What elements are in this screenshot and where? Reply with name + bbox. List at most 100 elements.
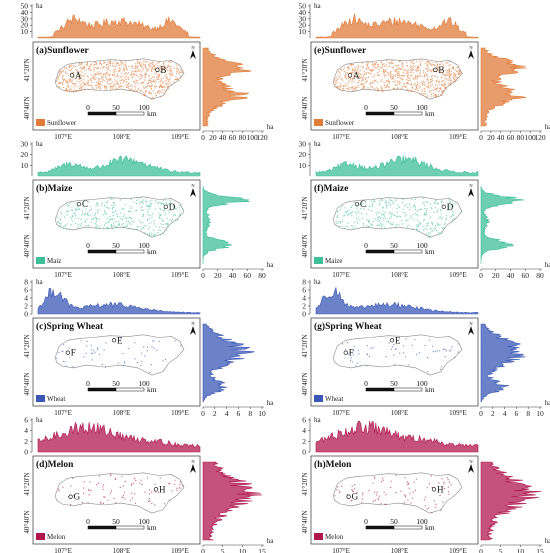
- side-profile-area: [480, 461, 542, 541]
- sample-point-label: F: [71, 348, 76, 358]
- scale-bar-unit: km: [425, 385, 435, 394]
- scale-bar-tick: 50: [390, 517, 398, 526]
- map-frame: [32, 455, 201, 545]
- sample-point-label: B: [438, 65, 444, 75]
- side-x-tick-label: 40: [507, 271, 515, 280]
- top-y-tick-label: 50: [299, 2, 307, 11]
- lon-label: 109°E: [449, 133, 467, 141]
- lat-label: 40°40'N: [23, 510, 31, 533]
- top-y-tick-label: 40: [21, 8, 29, 17]
- scale-bar-tick: 50: [112, 517, 120, 526]
- legend-swatch: [314, 257, 323, 264]
- top-y-tick-label: 2: [24, 302, 28, 311]
- scale-bar-white: [393, 525, 423, 530]
- panel-title: (a)Sunflower: [36, 45, 90, 56]
- side-x-tick-label: 10: [536, 409, 544, 418]
- side-x-tick-label: 15: [536, 547, 544, 553]
- top-y-tick-label: 8: [24, 278, 28, 287]
- north-arrow-icon: [190, 464, 196, 473]
- sample-point-marker: [69, 73, 75, 78]
- lat-label: 41°20'N: [301, 472, 309, 495]
- sample-point-label: G: [74, 492, 81, 502]
- north-arrow-icon: [190, 50, 196, 59]
- north-label: N: [191, 321, 195, 326]
- side-x-tick-label: 8: [248, 409, 252, 418]
- top-profile-area: [37, 287, 201, 315]
- scale-bar-white: [393, 111, 423, 116]
- scale-bar-unit: km: [147, 385, 157, 394]
- top-y-tick-label: 4: [24, 426, 28, 435]
- scale-bar-tick: 0: [86, 517, 90, 526]
- crop-pixels: [56, 59, 183, 100]
- legend-swatch: [36, 395, 45, 402]
- side-x-tick-label: 0: [201, 547, 205, 553]
- top-y-tick-label: 2: [302, 437, 306, 446]
- side-unit-label: ha: [545, 399, 550, 407]
- lat-label: 40°40'N: [301, 234, 309, 257]
- lat-label: 41°20'N: [23, 334, 31, 357]
- map-frame: [310, 179, 479, 269]
- top-y-tick-label: 10: [21, 161, 29, 170]
- top-y-tick-label: 30: [21, 140, 29, 149]
- sample-point-label: B: [160, 65, 166, 75]
- top-y-tick-label: 30: [21, 14, 29, 23]
- scale-bar-white: [115, 525, 145, 530]
- top-y-tick-label: 20: [299, 21, 307, 30]
- lon-label: 108°E: [113, 547, 131, 553]
- scale-bar-black: [87, 111, 117, 116]
- side-unit-label: ha: [545, 537, 550, 545]
- lat-label: 40°40'N: [301, 96, 309, 119]
- region-outline: [332, 334, 463, 376]
- top-unit-label: ha: [314, 416, 322, 424]
- scale-bar-tick: 0: [86, 103, 90, 112]
- map-frame: [310, 317, 479, 407]
- side-unit-label: ha: [545, 261, 550, 269]
- side-x-tick-label: 0: [479, 547, 483, 553]
- top-unit-label: ha: [314, 278, 322, 286]
- north-arrow-icon: [190, 188, 196, 197]
- side-x-tick-label: 10: [239, 547, 247, 553]
- top-y-tick-label: 6: [302, 416, 306, 425]
- map-frame: [310, 455, 479, 545]
- side-x-tick-label: 2: [213, 409, 217, 418]
- scale-bar-tick: 50: [112, 379, 120, 388]
- scale-bar-black: [87, 249, 117, 254]
- sample-point-marker: [153, 487, 159, 492]
- lon-label: 108°E: [391, 409, 409, 417]
- sample-point-label: A: [75, 70, 82, 80]
- side-unit-label: ha: [267, 123, 275, 131]
- north-label: N: [469, 45, 473, 50]
- panel-title: (c)Spring Wheat: [36, 321, 104, 332]
- sample-point-label: A: [353, 70, 360, 80]
- lon-label: 108°E: [113, 409, 131, 417]
- sample-point-marker: [389, 338, 395, 343]
- top-unit-label: ha: [314, 2, 322, 10]
- north-label: N: [191, 459, 195, 464]
- scale-bar-black: [87, 387, 117, 392]
- north-arrow-icon: [190, 326, 196, 335]
- side-profile-area: [480, 185, 525, 264]
- lat-label: 41°20'N: [23, 196, 31, 219]
- scale-bar-white: [115, 387, 145, 392]
- top-y-tick-label: 10: [21, 27, 29, 36]
- sample-point-label: D: [447, 202, 454, 212]
- top-unit-label: ha: [36, 2, 44, 10]
- side-unit-label: ha: [267, 537, 275, 545]
- side-x-tick-label: 4: [225, 409, 229, 418]
- side-x-tick-label: 60: [244, 271, 252, 280]
- scale-bar-tick: 100: [138, 103, 150, 112]
- lon-label: 107°E: [332, 271, 350, 279]
- lon-label: 107°E: [54, 547, 72, 553]
- lat-label: 41°20'N: [23, 58, 31, 81]
- lon-label: 109°E: [449, 547, 467, 553]
- north-label: N: [191, 45, 195, 50]
- scale-bar-tick: 0: [364, 517, 368, 526]
- scale-bar-white: [115, 111, 145, 116]
- legend-label: Sunflower: [47, 119, 77, 127]
- scale-bar-black: [365, 111, 395, 116]
- top-unit-label: ha: [36, 416, 44, 424]
- top-profile-area: [315, 286, 479, 315]
- side-x-tick-label: 0: [201, 409, 205, 418]
- scale-bar-tick: 100: [416, 517, 428, 526]
